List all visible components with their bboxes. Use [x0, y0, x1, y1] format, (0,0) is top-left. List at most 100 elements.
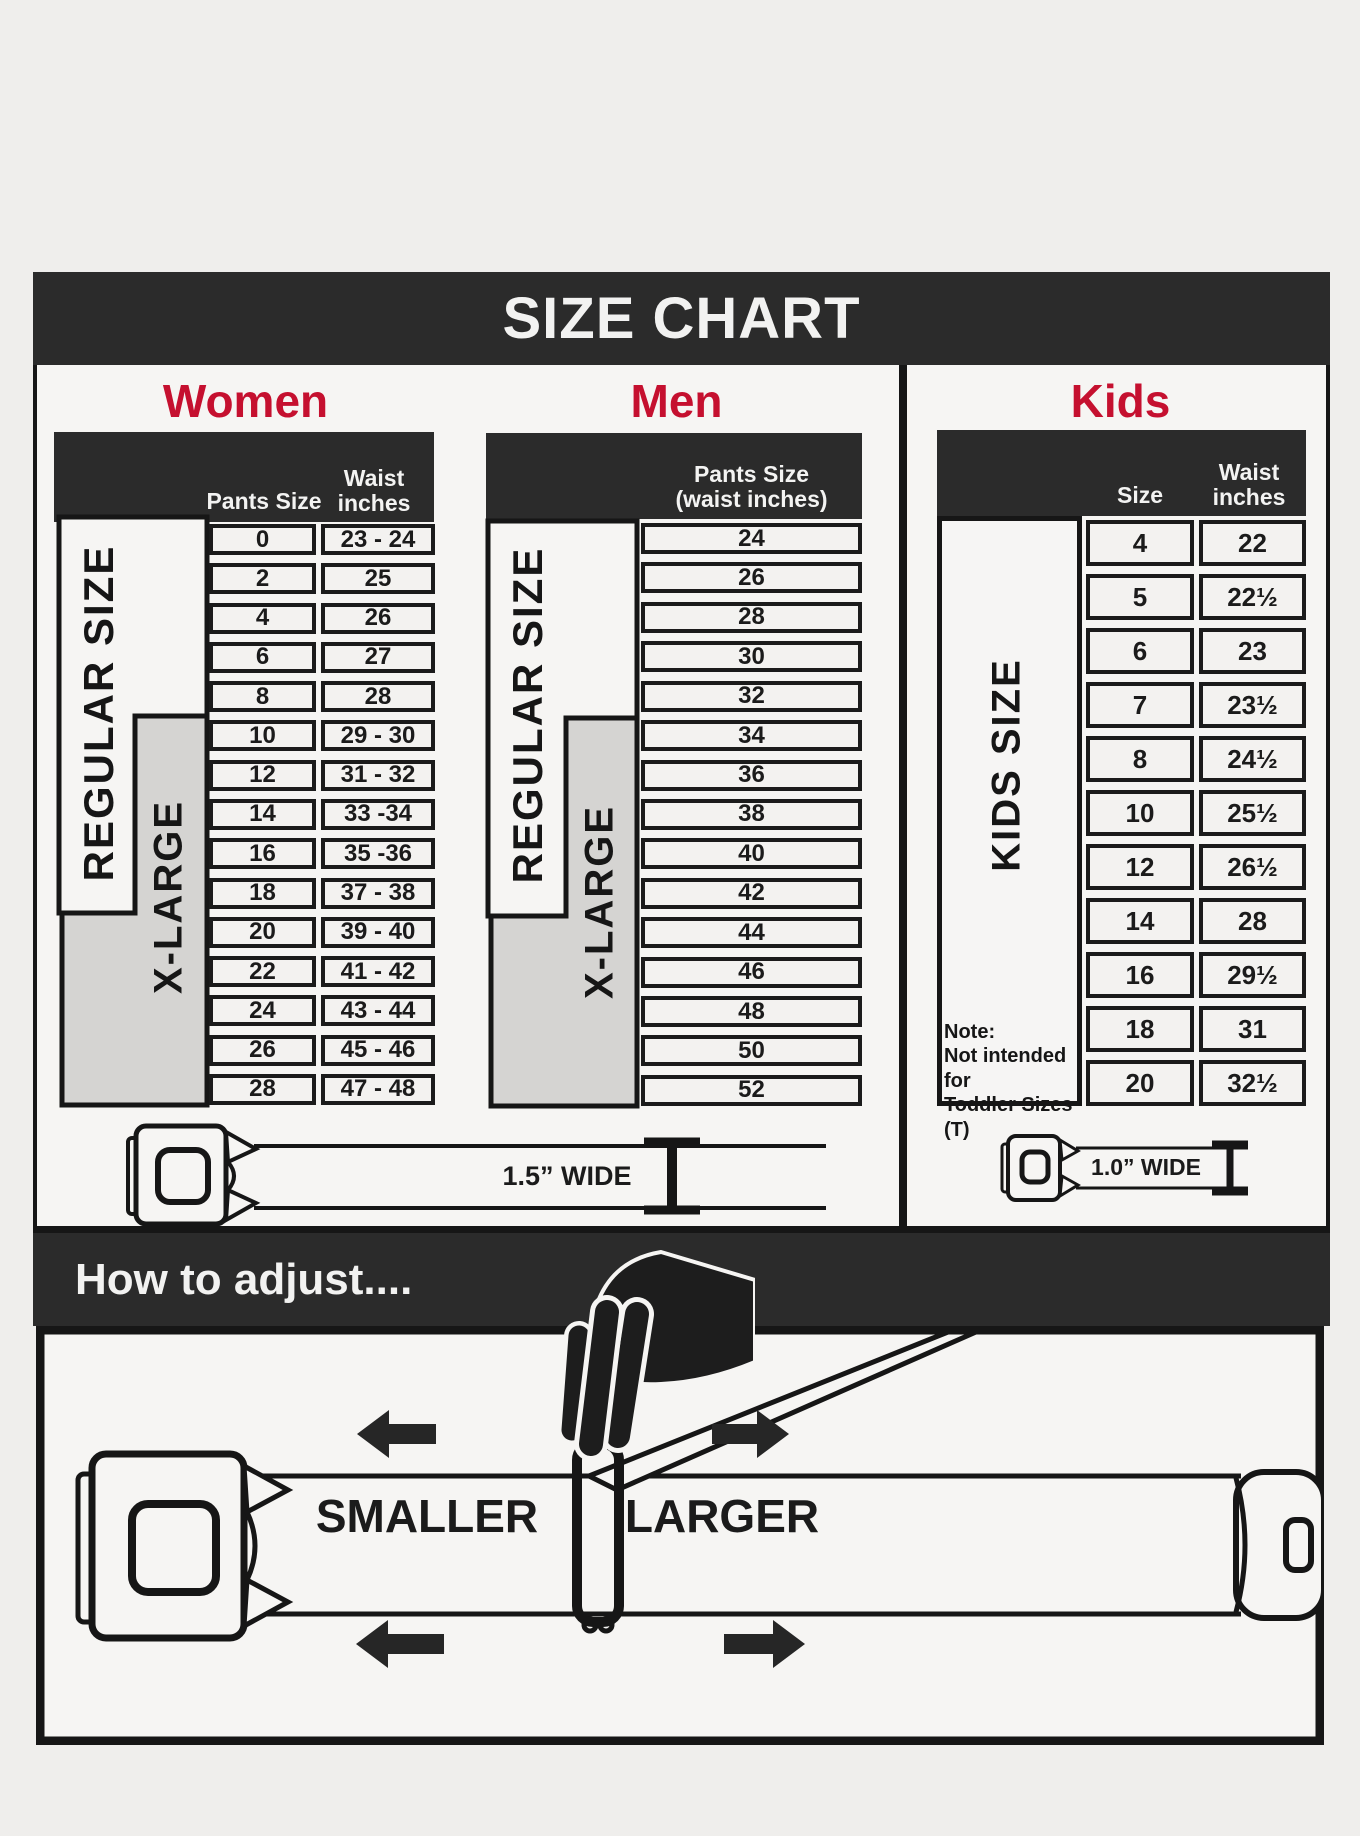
women-table-row: 18 37 - 38	[209, 877, 435, 909]
men-pants-size-cell: 52	[641, 1074, 862, 1106]
kids-table-row: 8 24½	[1086, 736, 1306, 782]
men-table-row: 36	[641, 759, 862, 791]
kids-waist-cell: 22½	[1199, 574, 1306, 620]
belt-adjust-illustration: SMALLER LARGER	[36, 1326, 1324, 1745]
kids-table-row: 4 22	[1086, 520, 1306, 566]
men-pants-size-cell: 24	[641, 523, 862, 554]
width-measure-icon	[1212, 1140, 1248, 1196]
women-table-row: 16 35 -36	[209, 838, 435, 870]
kids-size-cell: 20	[1086, 1060, 1194, 1106]
men-pants-size-cell: 42	[641, 877, 862, 909]
men-table-row: 44	[641, 917, 862, 949]
men-table-row: 52	[641, 1074, 862, 1106]
men-size-table-rows: 24 26 28 30 32 34	[641, 523, 862, 1106]
men-pants-size-cell: 46	[641, 956, 862, 988]
women-table-row: 22 41 - 42	[209, 956, 435, 988]
women-table-row: 2 25	[209, 563, 435, 595]
women-waist-cell: 27	[321, 641, 435, 673]
kids-waist-cell: 31	[1199, 1006, 1306, 1052]
men-table-row: 42	[641, 877, 862, 909]
women-pants-size-cell: 4	[209, 602, 316, 634]
arrow-right-icon	[724, 1620, 805, 1668]
women-table-row: 0 23 - 24	[209, 524, 435, 555]
women-table-row: 28 47 - 48	[209, 1073, 435, 1105]
men-pants-size-cell: 38	[641, 798, 862, 830]
men-table-row: 26	[641, 562, 862, 594]
size-chart-title: SIZE CHART	[502, 286, 861, 351]
women-table-row: 6 27	[209, 641, 435, 673]
kids-table-row: 12 26½	[1086, 844, 1306, 890]
kids-table-row: 7 23½	[1086, 682, 1306, 728]
women-waist-cell: 39 - 40	[321, 916, 435, 948]
women-pants-size-cell: 26	[209, 1034, 316, 1066]
kids-size-cell: 8	[1086, 736, 1194, 782]
women-regular-size-label: REGULAR SIZE	[75, 544, 122, 882]
seatbelt-buckle-icon	[126, 1123, 261, 1227]
women-pants-size-cell: 16	[209, 838, 316, 870]
kids-waist-cell: 23½	[1199, 682, 1306, 728]
women-table-row: 4 26	[209, 602, 435, 634]
men-pants-size-cell: 26	[641, 562, 862, 594]
kids-col1-header: Size	[1116, 482, 1164, 509]
men-table-row: 32	[641, 680, 862, 712]
kids-table-row: 6 23	[1086, 628, 1306, 674]
men-table-row: 50	[641, 1035, 862, 1067]
belt-strap	[1076, 1146, 1248, 1190]
women-waist-cell: 23 - 24	[321, 524, 435, 555]
kids-table-row: 20 32½	[1086, 1060, 1306, 1106]
men-table-row: 40	[641, 838, 862, 870]
kids-waist-cell: 28	[1199, 898, 1306, 944]
size-chart-title-band: SIZE CHART	[33, 272, 1330, 365]
men-xlarge-label: X-LARGE	[577, 805, 622, 999]
kids-waist-cell: 29½	[1199, 952, 1306, 998]
women-pants-size-cell: 8	[209, 681, 316, 713]
women-waist-cell: 43 - 44	[321, 995, 435, 1027]
men-kids-divider	[899, 365, 907, 1226]
women-waist-cell: 45 - 46	[321, 1034, 435, 1066]
kids-size-cell: 18	[1086, 1006, 1194, 1052]
kids-size-cell: 10	[1086, 790, 1194, 836]
kids-size-cell: 12	[1086, 844, 1194, 890]
men-pants-size-cell: 40	[641, 838, 862, 870]
women-xlarge-box	[59, 713, 210, 1108]
men-table-row: 34	[641, 720, 862, 752]
adult-belt-width-label: 1.5” WIDE	[502, 1161, 631, 1191]
men-xlarge-box	[488, 715, 640, 1109]
men-size-group-shape	[485, 518, 640, 1109]
men-table-row: 24	[641, 523, 862, 554]
kids-size-cell: 14	[1086, 898, 1194, 944]
women-table-row: 20 39 - 40	[209, 916, 435, 948]
kids-waist-cell: 22	[1199, 520, 1306, 566]
kids-note: Note: Not intended for Toddler Sizes (T)	[944, 1021, 1073, 1141]
men-table-row: 38	[641, 798, 862, 830]
men-pants-size-cell: 50	[641, 1035, 862, 1067]
women-col1-header: Pants Size	[206, 488, 322, 515]
kids-waist-cell: 24½	[1199, 736, 1306, 782]
men-table-row: 28	[641, 601, 862, 633]
women-waist-cell: 25	[321, 563, 435, 595]
men-pants-size-cell: 36	[641, 759, 862, 791]
men-table-header: Pants Size (waist inches)	[486, 433, 862, 519]
smaller-label: SMALLER	[316, 1490, 538, 1542]
section-title-men: Men	[630, 375, 723, 427]
men-pants-size-cell: 32	[641, 680, 862, 712]
kids-waist-cell: 26½	[1199, 844, 1306, 890]
how-to-adjust-title: How to adjust....	[75, 1254, 413, 1304]
women-pants-size-cell: 28	[209, 1073, 316, 1105]
arrow-left-icon	[357, 1410, 436, 1458]
kids-table-row: 5 22½	[1086, 574, 1306, 620]
arrow-right-icon	[712, 1410, 789, 1458]
women-pants-size-cell: 10	[209, 720, 316, 752]
arrow-left-icon	[356, 1620, 444, 1668]
seatbelt-buckle-icon	[75, 1450, 294, 1642]
kids-size-cell: 6	[1086, 628, 1194, 674]
kids-waist-cell: 25½	[1199, 790, 1306, 836]
women-waist-cell: 26	[321, 602, 435, 634]
section-title-women: Women	[162, 375, 329, 427]
women-size-group-shape	[56, 514, 210, 1108]
kids-table-row: 14 28	[1086, 898, 1306, 944]
size-tables-area: Women Men Kids Pants Size Waist inches R…	[33, 365, 1330, 1233]
men-table-row: 48	[641, 996, 862, 1028]
women-waist-cell: 35 -36	[321, 838, 435, 870]
adult-belt-width-graphic: 1.5” WIDE	[126, 1123, 826, 1227]
